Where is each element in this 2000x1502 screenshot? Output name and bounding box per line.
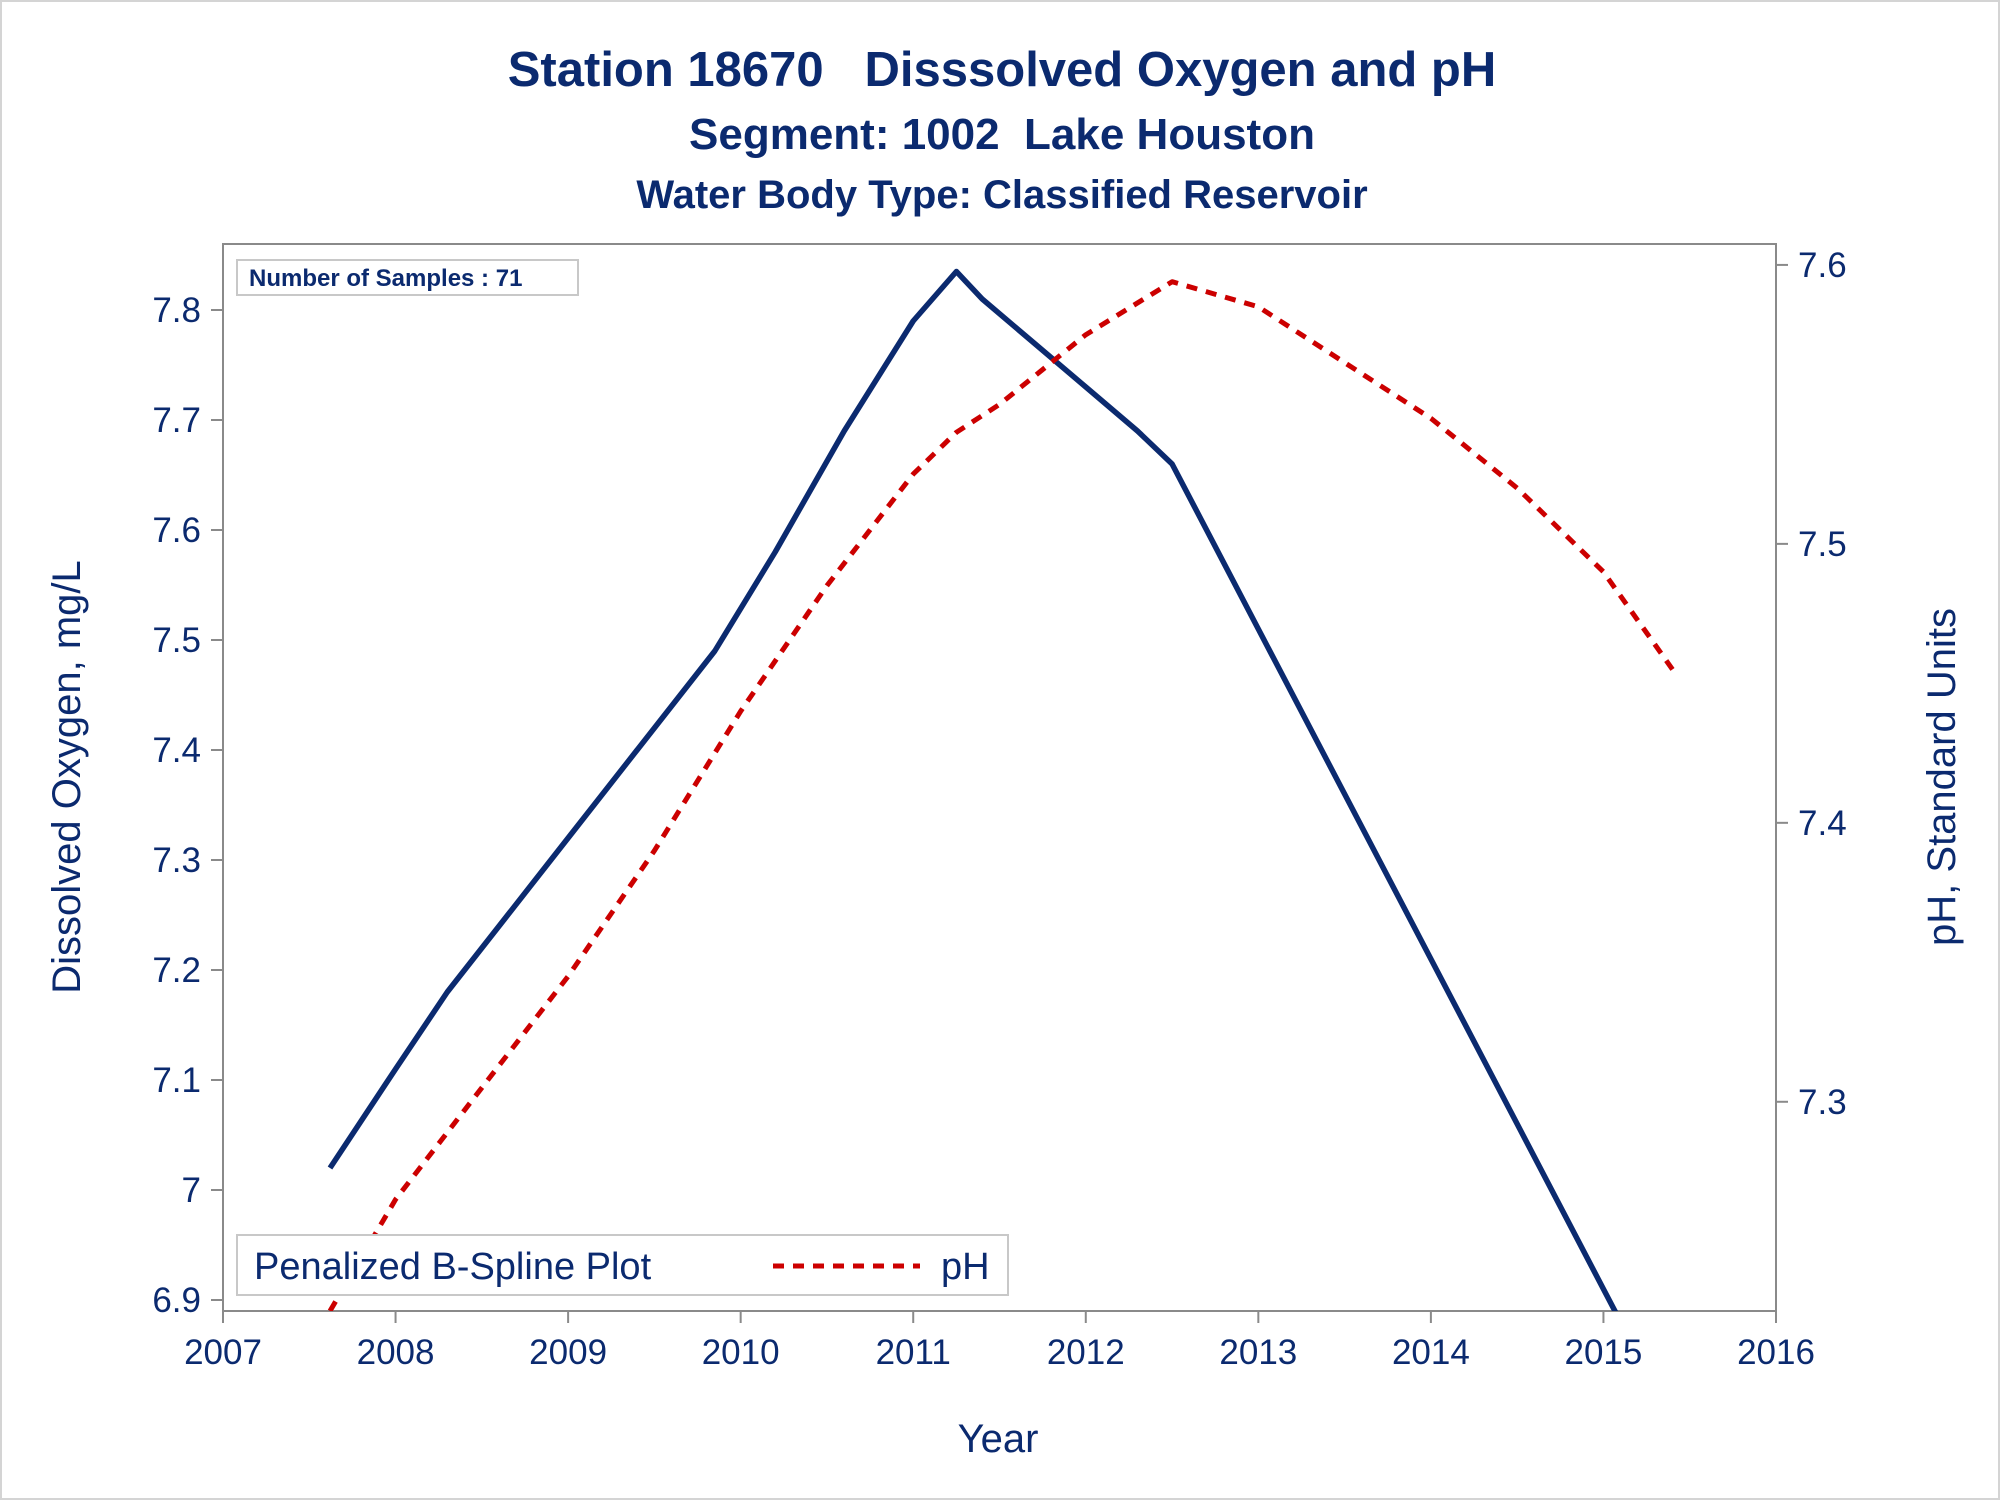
x-axis: 2007 2008 2009 2010 2011 2012 2013 2014 2015 2016 <box>184 1311 1815 1372</box>
x-tick-label: 2008 <box>357 1333 435 1372</box>
x-tick-label: 2009 <box>529 1333 607 1372</box>
x-tick-label: 2007 <box>184 1333 262 1372</box>
y-tick-label: 7.6 <box>152 511 201 550</box>
y2-tick-label: 7.3 <box>1798 1083 1847 1122</box>
chart-title: Station 18670 Disssolved Oxygen and pH <box>508 43 1497 97</box>
y-tick-label: 7.8 <box>152 291 201 330</box>
series-layer <box>327 268 1675 1311</box>
y2-axis-label: pH, Standard Units <box>1920 608 1964 946</box>
x-tick-label: 2012 <box>1047 1333 1125 1372</box>
x-tick-label: 2015 <box>1565 1333 1643 1372</box>
chart-subtitle-2: Water Body Type: Classified Reservoir <box>636 173 1367 217</box>
x-tick-label: 2014 <box>1392 1333 1470 1372</box>
y-tick-label: 7.4 <box>152 731 201 770</box>
x-tick-label: 2016 <box>1737 1333 1815 1372</box>
y-axis-label: Dissolved Oxygen, mg/L <box>45 560 89 994</box>
legend-ph-label: pH <box>941 1246 990 1288</box>
x-tick-label: 2013 <box>1219 1333 1297 1372</box>
y-axis-right: 7.3 7.4 7.5 7.6 <box>1776 246 1847 1122</box>
y-tick-label: 7 <box>182 1171 201 1210</box>
y2-tick-label: 7.4 <box>1798 804 1847 843</box>
sample-count-box <box>236 259 579 296</box>
y-tick-label: 7.7 <box>152 401 201 440</box>
y-tick-label: 7.2 <box>152 951 201 990</box>
x-tick-label: 2011 <box>876 1333 951 1372</box>
series-line-ph <box>327 279 1675 1311</box>
legend-title: Penalized B-Spline Plot <box>254 1246 652 1288</box>
chart-subtitle: Segment: 1002 Lake Houston <box>689 110 1315 159</box>
sample-count-text: Number of Samples : 71 <box>249 265 522 292</box>
x-axis-label: Year <box>958 1417 1039 1461</box>
y2-tick-label: 7.6 <box>1798 246 1847 285</box>
x-tick-label: 2010 <box>702 1333 780 1372</box>
plot-area <box>222 243 1777 1312</box>
y-tick-label: 7.5 <box>152 621 201 660</box>
y-tick-label: 7.3 <box>152 841 201 880</box>
y-tick-label: 7.1 <box>152 1061 201 1100</box>
series-line-dissolved-oxygen <box>327 268 1619 1311</box>
y-tick-label: 6.9 <box>152 1281 201 1320</box>
y-axis-left: 6.9 7 7.1 7.2 7.3 7.4 7.5 7.6 7.7 7.8 <box>152 291 223 1320</box>
y2-tick-label: 7.5 <box>1798 525 1847 564</box>
